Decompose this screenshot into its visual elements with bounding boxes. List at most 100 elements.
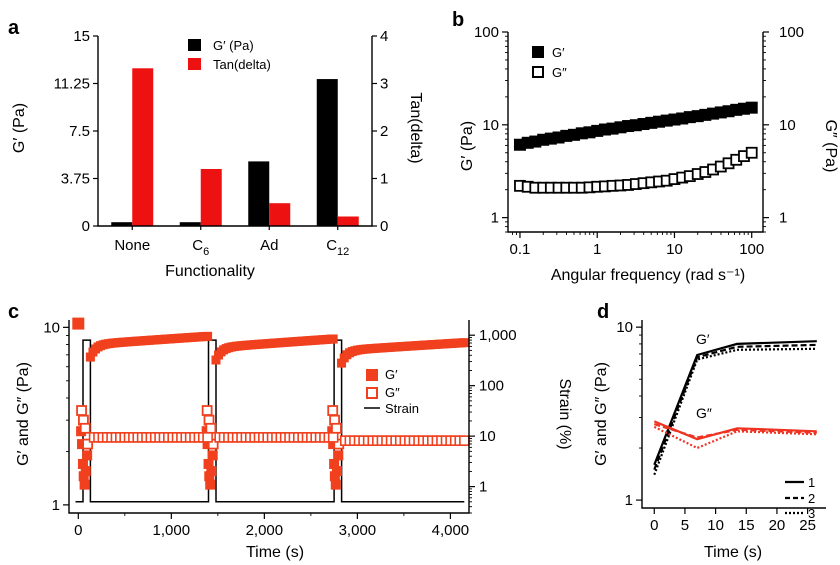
panel-c-xlabel: Time (s) (246, 544, 304, 561)
y-tick-label-left-1: 3.75 (61, 171, 90, 188)
y-tick-label-left-4: 15 (73, 28, 90, 45)
point-c-gdoubleprime-seg2-26 (459, 435, 470, 446)
bar-tandelta-3 (337, 216, 359, 226)
x-tick-label-b-1: 1 (593, 241, 601, 258)
legend-swatch-gprime (188, 39, 201, 51)
panel-b-legend: G′ G″ (532, 45, 567, 80)
point-c-gprime-event1-4 (205, 479, 216, 490)
point-c-gdoubleprime-event2-0 (327, 405, 339, 416)
point-c-gprime-event1-2 (203, 458, 214, 469)
y-tick-label-left-b-2: 100 (474, 24, 499, 41)
legend-label-c-gprime: G′ (385, 367, 398, 382)
legend-label-strain: Strain (385, 401, 419, 416)
x-tick-label-0: None (114, 237, 150, 254)
y-tick-label-d-1: 10 (616, 319, 633, 336)
x-tick-label-c-3: 3,000 (339, 522, 377, 539)
legend-swatch-tandelta (188, 58, 201, 70)
legend-label-1: 1 (808, 475, 815, 490)
point-c-gdoubleprime-seg0-26 (202, 432, 213, 443)
panel-d-xlabel: Time (s) (704, 544, 762, 561)
panel-label-c: c (8, 301, 19, 323)
line-gdoubleprime-2 (653, 423, 817, 439)
bar-gprime-1 (179, 222, 201, 226)
panel-a-xlabel: Functionality (165, 263, 255, 280)
x-tick-label-d-1: 5 (681, 517, 689, 534)
y-tick-label-right-2: 2 (380, 123, 388, 140)
point-c-gdoubleprime-event1-3 (207, 438, 219, 450)
annotation-gdoubleprime: G″ (696, 405, 712, 421)
panel-b-y2label: G″ (Pa) (822, 120, 839, 173)
legend-marker-gprime (532, 46, 544, 58)
y-tick-label-left-2: 7.5 (69, 123, 90, 140)
legend-label-gdoubleprime-b: G″ (552, 65, 567, 80)
point-gprime-30 (745, 101, 758, 114)
y-tick-label-right-b-2: 100 (779, 24, 804, 41)
x-tick-label-b-2: 10 (666, 241, 683, 258)
point-c-gprime-event2-1 (328, 439, 339, 450)
line-gprime-1 (653, 340, 817, 466)
point-c-gdoubleprime-event0-2 (79, 422, 91, 434)
x-tick-label-d-5: 25 (799, 517, 816, 534)
bar-gprime-2 (248, 161, 270, 226)
panel-c-data (72, 317, 470, 503)
panel-b-axes: 0.1 1 10 100 1 10 100 1 10 100 (474, 24, 804, 258)
panel-d-legend: 1 2 3 (785, 475, 815, 521)
panel-a-legend: G′ (Pa) Tan(delta) (188, 38, 271, 72)
x-tick-label-b-3: 100 (739, 241, 764, 258)
panel-c-frame (68, 320, 470, 514)
x-tick-label-3: C12 (326, 237, 349, 258)
point-c-gprime-initial (72, 317, 85, 330)
point-c-gprime-event1-3 (204, 471, 215, 482)
panel-b-chart: 0.1 1 10 100 1 10 100 1 10 100 G′ G″ G′ (Pa) G″ (… (459, 24, 839, 284)
point-c-gprime-event0-2 (77, 458, 88, 469)
y-tick-label-d-0: 1 (625, 492, 633, 509)
x-tick-label-c-0: 0 (74, 522, 82, 539)
y-tick-label-right-b-0: 1 (779, 210, 787, 227)
y-tick-label-right-3: 3 (380, 76, 388, 93)
y-tick-label-left-c-0: 1 (52, 497, 60, 514)
bar-tandelta-1 (200, 169, 222, 226)
x-tick-label-c-4: 4,000 (432, 522, 470, 539)
panel-d-lines (653, 340, 817, 476)
y-tick-label-left-b-0: 1 (491, 210, 499, 227)
point-c-gprime-event0-6 (82, 450, 93, 461)
x-tick-label-2: Ad (260, 237, 278, 254)
x-tick-label-d-2: 10 (707, 517, 724, 534)
point-c-gdoubleprime-event0-0 (76, 405, 87, 416)
panel-d-ylabel: G′ and G″ (Pa) (593, 362, 610, 466)
point-c-gprime-seg2-0 (337, 358, 347, 368)
point-c-gprime-event0-5 (80, 466, 91, 477)
y-tick-label-right-c-1: 10 (479, 428, 496, 445)
panel-c-legend: G′ G″ Strain (364, 367, 419, 416)
y-tick-label-right-0: 0 (380, 218, 388, 235)
panel-c-y2label: Strain (%) (556, 378, 573, 449)
legend-label-tandelta: Tan(delta) (213, 57, 271, 72)
point-c-gprime-seg1-46 (328, 334, 338, 344)
bar-tandelta-2 (269, 203, 291, 226)
panel-a-chart: None C6 Ad C12 0 3.75 7.5 11.25 15 0 1 2 3 4 G′ (Pa) … (11, 28, 424, 280)
panel-c-ylabel: G′ and G″ (Pa) (15, 362, 32, 466)
panel-a-ylabel: G′ (Pa) (11, 103, 28, 153)
panel-c-chart: 0 1,000 2,000 3,000 4,000 1 10 1 10 100 1,000 G′ G… (15, 317, 573, 561)
y-tick-label-right-c-0: 1 (479, 479, 487, 496)
y-tick-label-left-c-1: 10 (43, 319, 60, 336)
x-tick-label-1: C6 (192, 237, 209, 258)
line-gprime-2 (653, 343, 817, 470)
legend-label-c-gdoubleprime: G″ (385, 385, 400, 400)
x-tick-label-d-3: 15 (738, 517, 755, 534)
legend-marker-c-gdoubleprime (366, 387, 378, 399)
point-c-gprime-event1-1 (202, 439, 213, 450)
bar-gprime-3 (316, 79, 338, 226)
point-c-gprime-event0-4 (79, 479, 90, 490)
annotation-gprime: G′ (696, 331, 710, 347)
legend-marker-c-gprime (366, 369, 378, 381)
y-tick-label-right-4: 4 (380, 28, 388, 45)
point-c-gprime-seg1-0 (211, 355, 221, 365)
point-c-gprime-event2-3 (329, 471, 340, 482)
point-c-gprime-event0-3 (78, 471, 89, 482)
point-c-gprime-event2-4 (330, 479, 341, 490)
point-c-gprime-event1-5 (206, 466, 217, 477)
y-tick-label-right-c-2: 100 (479, 378, 504, 395)
point-c-gprime-event2-5 (331, 466, 342, 477)
